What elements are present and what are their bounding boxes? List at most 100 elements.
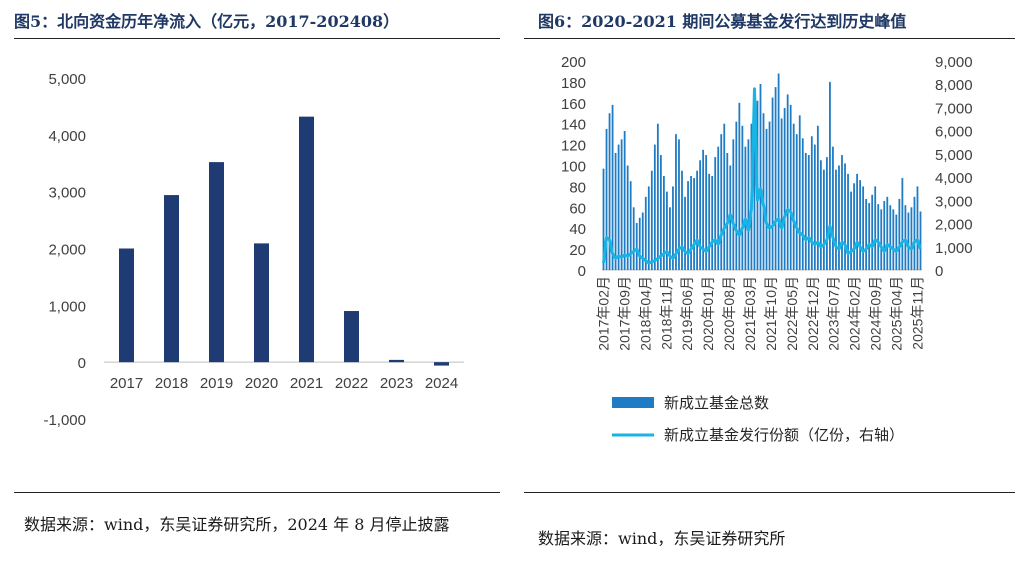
fund-count-bar — [662, 175, 665, 270]
fund-count-bar — [714, 157, 717, 270]
x-tick-label: 2022 — [335, 375, 368, 392]
fund-count-bar — [853, 183, 855, 270]
right-y-tick-label: 9,000 — [935, 54, 973, 71]
fund-count-bar — [883, 201, 886, 270]
y-tick-label: 4,000 — [48, 128, 86, 145]
fund-count-bar — [871, 194, 874, 270]
x-tick-label: 2017年02月 — [596, 276, 612, 351]
fund-count-bar — [723, 123, 726, 270]
fund-count-bar — [822, 169, 825, 270]
fund-count-bar — [865, 198, 868, 270]
fund-count-bar — [856, 173, 858, 270]
fund-count-bar — [629, 181, 632, 270]
fund-count-bar — [614, 152, 617, 270]
x-tick-label: 2020 — [245, 375, 278, 392]
x-tick-label: 2018年04月 — [637, 276, 653, 351]
x-tick-label: 2025年04月 — [889, 276, 905, 351]
northbound-flow-bar-chart: -1,000 0 1,000 2,000 3,000 4,000 5,000 2017 2018… — [43, 71, 464, 429]
fund-count-bar — [726, 152, 729, 270]
fund-count-bar — [913, 196, 916, 270]
fund-count-bar — [880, 209, 883, 270]
right-title-rule — [524, 38, 1015, 39]
legend-label-issuance-share: 新成立基金发行份额（亿份，右轴） — [664, 427, 904, 444]
fund-count-bar — [807, 155, 810, 270]
fund-count-bar — [874, 186, 877, 270]
fund-count-bar — [699, 160, 702, 270]
fund-count-bar — [635, 222, 638, 270]
fund-count-bar — [813, 144, 816, 270]
bar-2019 — [209, 162, 224, 363]
left-source-note: 数据来源：wind，东吴证券研究所，2024 年 8 月停止披露 — [24, 515, 450, 534]
x-tick-label: 2021年10月 — [763, 276, 779, 351]
fund-count-bar — [916, 186, 919, 270]
fund-count-bar — [693, 178, 695, 270]
fund-count-bar — [759, 83, 762, 270]
fund-count-bar — [687, 181, 689, 270]
right-y-tick-label: 5,000 — [935, 147, 973, 164]
right-y-tick-label: 1,000 — [935, 240, 973, 257]
fund-count-bar — [705, 155, 708, 270]
fund-count-bar — [638, 217, 641, 270]
left-y-tick-label: 200 — [561, 54, 586, 71]
x-tick-label: 2018年11月 — [658, 276, 674, 350]
fund-count-bar — [678, 139, 680, 270]
y-tick-label: 0 — [78, 355, 86, 372]
left-y-tick-label: 100 — [561, 159, 586, 176]
legend-swatch-fund-count — [612, 397, 654, 408]
fund-count-bar — [904, 205, 907, 270]
fund-count-bar — [798, 115, 801, 270]
right-y-tick-label: 0 — [935, 263, 943, 280]
x-tick-label: 2025年11月 — [909, 276, 925, 350]
legend-label-fund-count: 新成立基金总数 — [664, 395, 769, 412]
fund-count-bar — [762, 113, 765, 270]
fund-count-bar — [786, 94, 789, 270]
fund-count-bar — [835, 169, 837, 270]
fund-count-bar — [780, 118, 783, 270]
right-source-note: 数据来源：wind，东吴证券研究所 — [538, 529, 786, 548]
fund-count-bar — [844, 163, 846, 270]
left-y-tick-label: 40 — [569, 221, 586, 238]
left-y-tick-label: 160 — [561, 96, 586, 113]
bar-2018 — [164, 195, 179, 363]
fund-count-bar — [777, 73, 780, 270]
fund-count-bar — [868, 203, 871, 270]
fund-count-bar — [886, 196, 889, 270]
fund-count-bar — [753, 108, 756, 271]
right-y-tick-label: 7,000 — [935, 100, 973, 117]
fund-count-bar — [810, 136, 813, 270]
left-bottom-rule — [14, 492, 500, 493]
y-tick-label: 3,000 — [48, 185, 86, 202]
fund-count-bar — [641, 212, 644, 270]
fund-count-bar — [656, 123, 659, 270]
fund-count-bar — [795, 134, 798, 270]
fund-count-bar — [644, 196, 647, 270]
fund-count-bar — [738, 102, 741, 270]
fund-count-bar — [666, 191, 668, 270]
fund-count-bar — [744, 146, 747, 270]
fund-count-bar — [684, 196, 686, 270]
fund-count-bar — [901, 178, 904, 270]
right-y-tick-label: 4,000 — [935, 170, 973, 187]
fund-count-bar — [801, 138, 804, 270]
fund-count-bar — [732, 139, 735, 270]
fund-count-bar — [898, 198, 901, 270]
left-y-tick-label: 80 — [569, 179, 586, 196]
fund-count-bar — [669, 207, 671, 270]
fund-count-bar — [632, 207, 635, 270]
x-tick-label: 2022年05月 — [784, 276, 800, 351]
x-tick-label: 2017 — [110, 375, 143, 392]
x-tick-label: 2020年08月 — [721, 276, 737, 351]
fund-count-bar — [605, 128, 608, 270]
left-y-tick-label: 120 — [561, 138, 586, 155]
fund-count-bar — [819, 160, 822, 270]
x-tick-label: 2017年09月 — [616, 276, 632, 351]
fund-count-bar — [907, 212, 910, 270]
fund-count-bar — [859, 180, 862, 270]
fund-count-bar — [620, 139, 623, 270]
fund-count-bar — [765, 128, 768, 270]
fund-count-bar — [696, 170, 698, 270]
x-tick-label: 2023 — [380, 375, 413, 392]
left-title-rule — [14, 38, 500, 39]
fund-count-bar — [675, 134, 677, 270]
x-tick-label: 2024 — [425, 375, 458, 392]
